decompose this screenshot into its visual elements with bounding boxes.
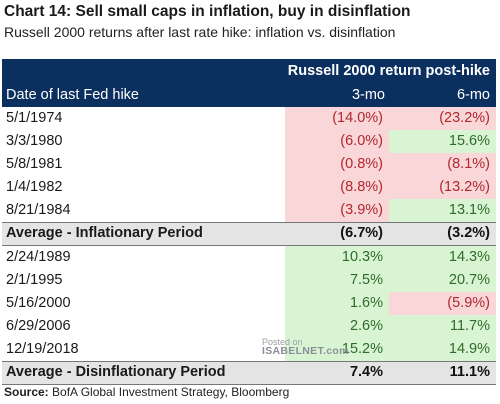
return-3mo-cell: (3.9%) (285, 199, 389, 222)
row-date: 2/24/1989 (6, 249, 71, 265)
column-header-date: Date of last Fed hike (6, 87, 139, 103)
watermark-posted-on: Posted on (262, 337, 303, 347)
return-6mo-cell: 15.6% (389, 130, 496, 153)
table-row: 5/16/2000 1.6% (5.9%) (2, 292, 496, 315)
return-6mo-cell: (5.9%) (389, 292, 496, 315)
group-header-row: Russell 2000 return post-hike (2, 59, 496, 85)
column-header-row: Date of last Fed hike 3-mo 6-mo (2, 85, 496, 107)
table-row: 5/1/1974 (14.0%) (23.2%) (2, 107, 496, 130)
return-3mo-cell: 15.2% (285, 338, 389, 361)
return-6mo-cell: (13.2%) (389, 176, 496, 199)
row-date: 5/1/1974 (6, 110, 63, 126)
average-6mo: (3.2%) (447, 225, 490, 241)
row-date: 5/16/2000 (6, 295, 71, 311)
group-header-label: Russell 2000 return post-hike (287, 63, 490, 79)
return-3mo-cell: 1.6% (285, 292, 389, 315)
return-6mo-cell: 13.1% (389, 199, 496, 222)
column-header-3mo: 3-mo (351, 87, 385, 103)
return-3mo-cell: (0.8%) (285, 153, 389, 176)
table-row: 2/24/1989 10.3% 14.3% (2, 246, 496, 269)
return-6mo-cell: 14.9% (389, 338, 496, 361)
table-row: 3/3/1980 (6.0%) 15.6% (2, 130, 496, 153)
return-3mo-cell: (14.0%) (285, 107, 389, 130)
row-date: 12/19/2018 (6, 341, 79, 357)
row-date: 1/4/1982 (6, 179, 63, 195)
disinflationary-average-row: Average - Disinflationary Period 7.4% 11… (2, 361, 496, 385)
chart-title: Chart 14: Sell small caps in inflation, … (4, 3, 411, 20)
row-date: 8/21/1984 (6, 202, 71, 218)
table-row: 5/8/1981 (0.8%) (8.1%) (2, 153, 496, 176)
average-3mo: (6.7%) (340, 225, 383, 241)
watermark-brand: ISABELNET.com (262, 345, 349, 357)
source-footer: Source: BofA Global Investment Strategy,… (4, 385, 289, 399)
row-date: 6/29/2006 (6, 318, 71, 334)
watermark: Posted on ISABELNET.com (262, 337, 349, 357)
average-6mo: 11.1% (449, 364, 490, 380)
return-6mo-cell: (8.1%) (389, 153, 496, 176)
average-label: Average - Inflationary Period (6, 225, 203, 241)
table-row: 12/19/2018 15.2% 14.9% (2, 338, 496, 361)
column-header-6mo: 6-mo (456, 87, 490, 103)
source-label: Source: (4, 385, 49, 399)
inflationary-average-row: Average - Inflationary Period (6.7%) (3.… (2, 222, 496, 246)
table-row: 2/1/1995 7.5% 20.7% (2, 269, 496, 292)
return-6mo-cell: 11.7% (389, 315, 496, 338)
row-date: 2/1/1995 (6, 272, 63, 288)
row-date: 5/8/1981 (6, 156, 63, 172)
return-3mo-cell: 10.3% (285, 246, 389, 269)
inflationary-rows: 5/1/1974 (14.0%) (23.2%) 3/3/1980 (6.0%) 15.6… (2, 107, 496, 222)
table-row: 6/29/2006 2.6% 11.7% (2, 315, 496, 338)
return-3mo-cell: 7.5% (285, 269, 389, 292)
chart-subtitle: Russell 2000 returns after last rate hik… (4, 24, 396, 40)
table-row: 1/4/1982 (8.8%) (13.2%) (2, 176, 496, 199)
return-6mo-cell: 14.3% (389, 246, 496, 269)
average-3mo: 7.4% (349, 364, 383, 380)
row-date: 3/3/1980 (6, 133, 63, 149)
return-3mo-cell: (8.8%) (285, 176, 389, 199)
disinflationary-rows: 2/24/1989 10.3% 14.3% 2/1/1995 7.5% 20.7% 5/16… (2, 246, 496, 361)
return-6mo-cell: (23.2%) (389, 107, 496, 130)
table-row: 8/21/1984 (3.9%) 13.1% (2, 199, 496, 222)
source-text: BofA Global Investment Strategy, Bloombe… (48, 385, 290, 399)
average-label: Average - Disinflationary Period (6, 364, 226, 380)
return-3mo-cell: (6.0%) (285, 130, 389, 153)
returns-table: Russell 2000 return post-hike Date of la… (2, 59, 496, 385)
return-3mo-cell: 2.6% (285, 315, 389, 338)
return-6mo-cell: 20.7% (389, 269, 496, 292)
